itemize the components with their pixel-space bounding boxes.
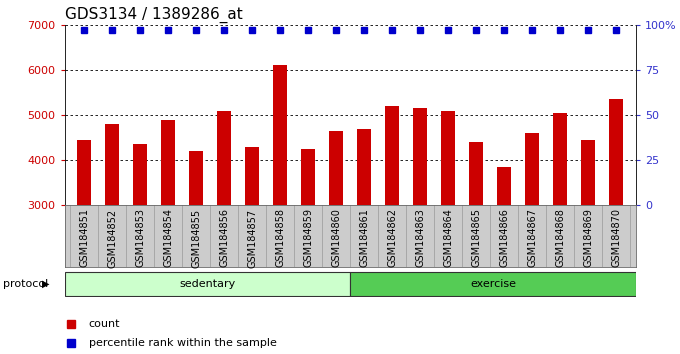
- Bar: [413, 108, 427, 205]
- Bar: [161, 120, 175, 205]
- Text: GSM184861: GSM184861: [359, 209, 369, 267]
- Text: GSM184860: GSM184860: [331, 209, 341, 267]
- Text: GSM184864: GSM184864: [443, 209, 453, 267]
- Text: GSM184854: GSM184854: [163, 209, 173, 267]
- Bar: [189, 151, 203, 205]
- Text: count: count: [88, 319, 120, 329]
- Bar: [441, 110, 455, 205]
- Text: ▶: ▶: [42, 279, 50, 289]
- Text: GSM184870: GSM184870: [611, 209, 622, 267]
- Bar: [497, 167, 511, 205]
- Bar: [105, 124, 119, 205]
- Text: GSM184859: GSM184859: [303, 209, 313, 267]
- Bar: [357, 129, 371, 205]
- Text: GSM184855: GSM184855: [191, 209, 201, 268]
- Bar: [609, 99, 623, 205]
- Text: GSM184868: GSM184868: [555, 209, 565, 267]
- Text: GSM184851: GSM184851: [79, 209, 89, 267]
- Text: GSM184852: GSM184852: [107, 209, 117, 268]
- Text: GSM184869: GSM184869: [583, 209, 593, 267]
- Text: exercise: exercise: [470, 279, 516, 289]
- Bar: [469, 142, 483, 205]
- Text: GSM184863: GSM184863: [415, 209, 425, 267]
- Text: GSM184853: GSM184853: [135, 209, 146, 267]
- Bar: [217, 110, 231, 205]
- FancyBboxPatch shape: [65, 272, 350, 296]
- Bar: [245, 147, 259, 205]
- Bar: [273, 65, 287, 205]
- Bar: [133, 144, 147, 205]
- Text: GSM184856: GSM184856: [219, 209, 229, 267]
- Text: GSM184858: GSM184858: [275, 209, 285, 267]
- Bar: [554, 113, 567, 205]
- Bar: [581, 140, 595, 205]
- Text: GSM184867: GSM184867: [527, 209, 537, 267]
- Text: GDS3134 / 1389286_at: GDS3134 / 1389286_at: [65, 7, 242, 23]
- Bar: [78, 140, 91, 205]
- Bar: [301, 149, 316, 205]
- Text: GSM184865: GSM184865: [471, 209, 481, 267]
- Text: sedentary: sedentary: [180, 279, 235, 289]
- Bar: [525, 133, 539, 205]
- Text: GSM184862: GSM184862: [387, 209, 397, 267]
- Bar: [385, 106, 399, 205]
- Text: percentile rank within the sample: percentile rank within the sample: [88, 338, 277, 348]
- Bar: [329, 131, 343, 205]
- Text: GSM184866: GSM184866: [499, 209, 509, 267]
- FancyBboxPatch shape: [350, 272, 636, 296]
- Text: GSM184857: GSM184857: [248, 209, 257, 268]
- Text: protocol: protocol: [3, 279, 49, 289]
